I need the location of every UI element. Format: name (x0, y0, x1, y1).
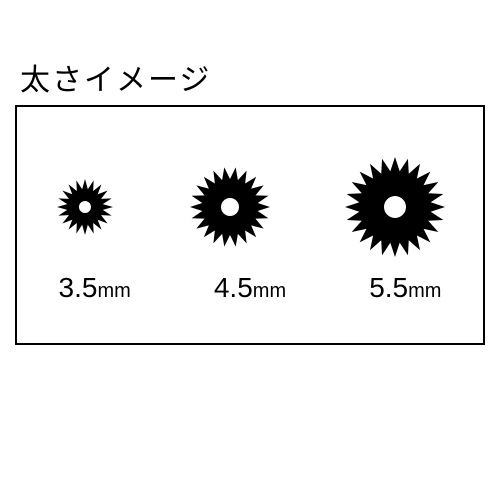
size-number: 3.5 (59, 272, 98, 303)
size-unit: mm (97, 280, 130, 302)
size-label-medium: 4.5mm (214, 272, 286, 304)
gear-icon-small (50, 172, 120, 242)
gear-item-small (50, 172, 120, 242)
label-row: 3.5mm 4.5mm 5.5mm (17, 272, 483, 304)
gear-row (17, 152, 483, 262)
size-unit: mm (408, 280, 441, 302)
diagram-title: 太さイメージ (20, 55, 211, 99)
size-label-small: 3.5mm (59, 272, 131, 304)
diagram-container: 太さイメージ 3.5mm 4.5mm 5.5mm (0, 0, 500, 500)
size-number: 4.5 (214, 272, 253, 303)
gear-icon-medium (185, 162, 275, 252)
gear-icon-large (340, 152, 450, 262)
size-label-large: 5.5mm (369, 272, 441, 304)
size-number: 5.5 (369, 272, 408, 303)
size-unit: mm (253, 280, 286, 302)
diagram-frame: 3.5mm 4.5mm 5.5mm (15, 105, 485, 345)
gear-item-large (340, 152, 450, 262)
gear-item-medium (185, 162, 275, 252)
